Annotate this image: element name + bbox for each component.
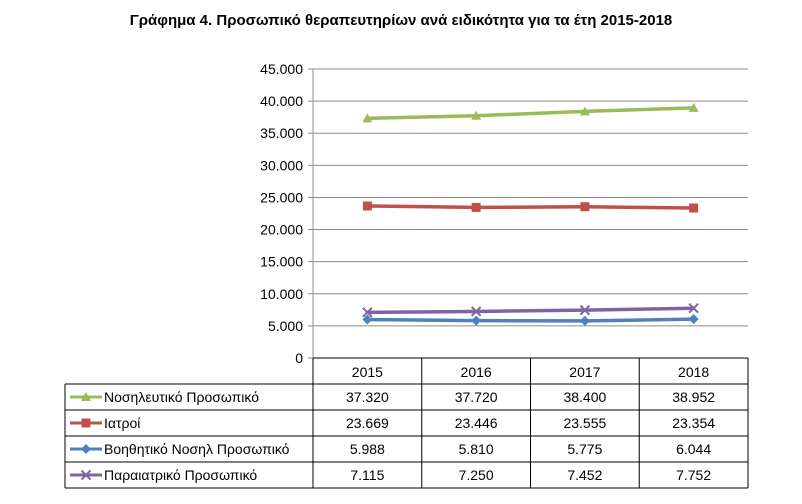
data-point — [579, 315, 590, 326]
y-tick-label: 25.000 — [260, 189, 303, 205]
data-table-cell: 37.720 — [455, 389, 498, 405]
data-table-cell: 23.555 — [563, 415, 606, 431]
chart-title: Γράφημα 4. Προσωπικό θεραπευτηρίων ανά ε… — [129, 12, 673, 29]
data-point — [362, 113, 373, 123]
legend-key-marker — [81, 418, 91, 428]
series-line — [365, 106, 696, 121]
data-table-cell: 7.250 — [459, 467, 494, 483]
data-point — [579, 106, 590, 116]
series-line — [365, 306, 696, 315]
data-point — [688, 314, 699, 325]
y-tick-label: 10.000 — [260, 286, 303, 302]
legend-label: Παραιατρικό Προσωπικό — [104, 467, 257, 483]
data-table-cell: 38.400 — [563, 389, 606, 405]
data-table-cell: 7.752 — [676, 467, 711, 483]
y-tick-label: 15.000 — [260, 254, 303, 270]
data-table-cell: 7.115 — [350, 467, 384, 483]
x-tick-label: 2016 — [461, 364, 492, 380]
x-tick-label: 2015 — [352, 364, 383, 380]
data-point — [688, 303, 699, 314]
legend-key-marker — [80, 469, 92, 481]
data-point — [580, 202, 590, 212]
y-tick-label: 35.000 — [260, 125, 303, 141]
y-tick-label: 5.000 — [268, 318, 303, 334]
data-table-cell: 23.446 — [455, 415, 498, 431]
data-point — [362, 307, 373, 318]
data-point — [470, 306, 482, 317]
data-point — [471, 110, 482, 120]
data-point — [579, 304, 591, 316]
legend-key-marker — [81, 444, 91, 454]
data-point — [471, 315, 482, 326]
data-table-cell: 37.320 — [346, 389, 389, 405]
data-point — [689, 203, 699, 213]
data-point — [471, 202, 481, 212]
data-table-cell: 5.810 — [459, 441, 494, 457]
data-table-cell: 38.952 — [672, 389, 715, 405]
y-tick-label: 40.000 — [260, 93, 303, 109]
data-table-cell: 7.452 — [567, 467, 602, 483]
series-line — [365, 317, 696, 323]
legend-label: Ιατροί — [104, 415, 140, 431]
data-point — [362, 314, 373, 325]
series-line — [365, 204, 696, 210]
data-table-cell: 23.669 — [346, 415, 389, 431]
y-tick-label: 20.000 — [260, 222, 303, 238]
x-tick-label: 2017 — [569, 364, 600, 380]
y-tick-label: 0 — [295, 350, 303, 366]
y-tick-label: 45.000 — [260, 61, 303, 77]
legend-label: Βοηθητικό Νοσηλ Προσωπικό — [104, 441, 290, 457]
x-tick-label: 2018 — [678, 364, 709, 380]
y-tick-label: 30.000 — [260, 157, 303, 173]
data-point — [362, 201, 372, 211]
data-table-cell: 6.044 — [676, 441, 711, 457]
data-table-cell: 5.988 — [350, 441, 385, 457]
legend-label: Νοσηλευτικό Προσωπικό — [104, 389, 259, 405]
data-point — [688, 102, 699, 112]
data-table-cell: 23.354 — [672, 415, 715, 431]
data-table-cell: 5.775 — [567, 441, 602, 457]
legend-key-marker — [81, 392, 91, 401]
